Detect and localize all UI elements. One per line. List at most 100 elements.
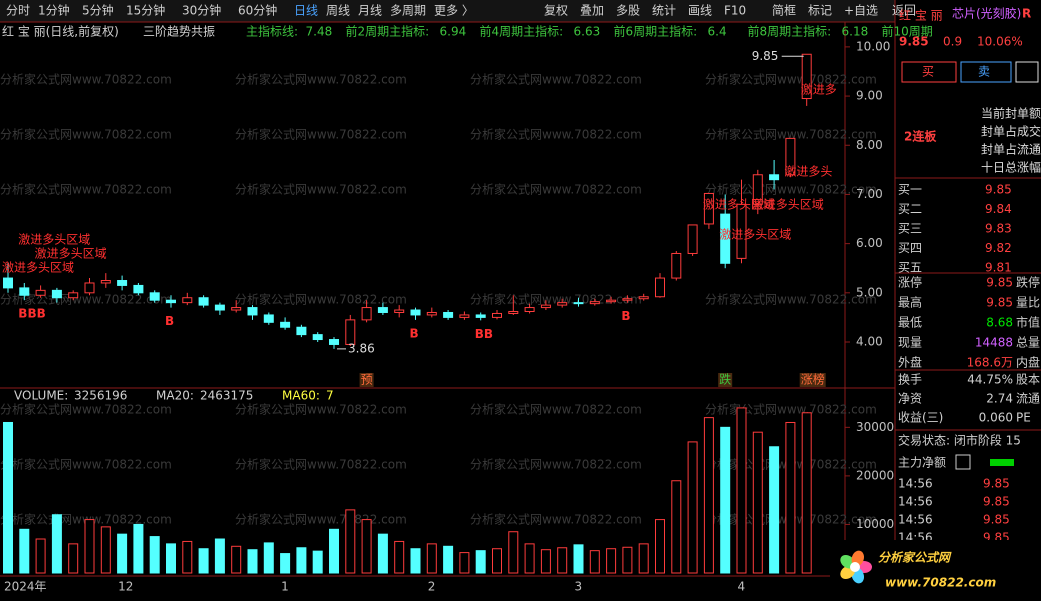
buy-button[interactable] [901, 61, 957, 83]
candle-body [801, 53, 812, 100]
volume-bar [182, 540, 193, 574]
event-box [718, 373, 733, 387]
buy-mark: BBB [18, 307, 45, 321]
logo-url: www.70822.com [885, 576, 996, 590]
watermark: 分析家公式网www.70822.com [470, 512, 642, 527]
indicator-value: 6.4 [708, 25, 727, 39]
volume-bar [540, 549, 551, 574]
tick-time: 14:56 [898, 495, 933, 509]
period-tab[interactable]: 多周期 [390, 4, 426, 18]
stat-label: 涨停 [898, 275, 922, 290]
flag: R [1022, 7, 1031, 21]
candle-body [19, 287, 30, 296]
indicator-value: 6.94 [440, 25, 467, 39]
volume-bar [214, 538, 225, 574]
watermark: 分析家公式网www.70822.com [705, 127, 877, 142]
period-tab[interactable]: 月线 [358, 4, 382, 18]
buy-mark: BB [475, 327, 493, 341]
candle-body [540, 304, 551, 309]
y-tick-label: 4.00 [856, 334, 883, 348]
tool-button[interactable]: F10 [724, 4, 746, 18]
volume-bar [312, 550, 323, 574]
buy-mark: B [621, 309, 630, 323]
volume-bar [280, 553, 291, 574]
indicator-name: 三阶趋势共振 [143, 25, 215, 39]
indicator-value: 7.48 [306, 25, 333, 39]
candle-body [573, 302, 584, 305]
candle-body [720, 213, 731, 264]
indicator-value: 6.63 [574, 25, 601, 39]
candle-body [508, 311, 519, 314]
tool-button[interactable]: 标记 [808, 4, 832, 18]
sell-button-label: 卖 [978, 65, 990, 79]
tool-button[interactable]: 叠加 [580, 4, 604, 18]
candle-body [492, 312, 502, 318]
tool-button[interactable]: 返回 [892, 4, 916, 18]
indicator-label: 前2周期主指标: [346, 24, 430, 39]
watermark: 分析家公式网www.70822.com [470, 182, 642, 197]
volume-bar [589, 550, 600, 574]
y-tick-label: 30000 [856, 420, 894, 434]
candle-body [133, 284, 144, 294]
tool-button[interactable]: 简框 [772, 4, 796, 18]
watermark: 分析家公式网www.70822.com [705, 72, 877, 87]
candle-body [329, 339, 339, 345]
period-tab[interactable]: 15分钟 [126, 3, 165, 18]
signal-label: 激进多头区域 [35, 247, 107, 261]
period-tab[interactable]: 分时 [6, 4, 30, 18]
watermark: 分析家公式网www.70822.com [0, 402, 172, 417]
stat-label: 现量 [898, 336, 922, 350]
tool-button[interactable]: 统计 [652, 4, 676, 18]
volume-bar [720, 426, 731, 574]
volume-bar [100, 526, 111, 574]
volume-bar [573, 544, 584, 574]
period-tab[interactable]: 周线 [326, 4, 350, 18]
buy-mark: B [410, 326, 419, 340]
volume-bar [329, 528, 339, 574]
volume-bar [51, 514, 62, 574]
period-tab[interactable]: 1分钟 [38, 3, 70, 18]
watermark: 分析家公式网www.70822.com [235, 402, 407, 417]
volume-bar [263, 542, 274, 574]
period-tab[interactable]: 更多 〉 [434, 4, 474, 18]
volume-bar [524, 543, 535, 574]
candle-body [68, 292, 79, 299]
period-tab[interactable]: 30分钟 [182, 3, 221, 18]
signal-label: 激进多 [801, 83, 837, 97]
buy-button-label[interactable]: 买 [922, 65, 934, 79]
tool-button[interactable]: 画线 [688, 4, 712, 18]
tool-button[interactable]: +自选 [844, 4, 878, 18]
candle-body [671, 252, 682, 279]
candle-body [557, 302, 568, 306]
volume-bar [149, 536, 160, 574]
stat-label: 外盘 [898, 355, 922, 370]
candle-body [410, 309, 421, 316]
seal-line: 封单占流通 [981, 142, 1041, 157]
period-tab[interactable]: 60分钟 [238, 3, 277, 18]
candle-body [752, 174, 763, 205]
watermark: 分析家公式网www.70822.com [0, 512, 172, 527]
period-tab[interactable]: 5分钟 [82, 3, 114, 18]
tool-button[interactable]: 复权 [544, 4, 568, 18]
period-tab[interactable]: 日线 [294, 4, 318, 18]
watermark: 分析家公式网www.70822.com [0, 182, 172, 197]
y-tick-label: 6.00 [856, 236, 883, 250]
volume-bar [785, 421, 796, 574]
volume-bar [133, 523, 144, 574]
extra-button[interactable] [1015, 61, 1039, 83]
volume-bar [84, 519, 95, 574]
tool-button[interactable]: 多股 [616, 4, 640, 18]
candle-body [785, 137, 796, 176]
y-tick-label: 10000 [856, 517, 894, 531]
volume-header-label: MA20: [156, 389, 194, 403]
volume-bar [426, 543, 437, 574]
volume-header-label: MA60: [282, 389, 320, 403]
date-label: 4 [738, 580, 746, 594]
candle-body [166, 299, 176, 304]
sell-button[interactable] [960, 61, 1012, 83]
bid-price: 9.81 [985, 261, 1012, 275]
y-tick-label: 7.00 [856, 187, 883, 201]
watermark: 分析家公式网www.70822.com [470, 292, 642, 307]
candle-body [214, 304, 225, 311]
event-box [359, 373, 374, 387]
